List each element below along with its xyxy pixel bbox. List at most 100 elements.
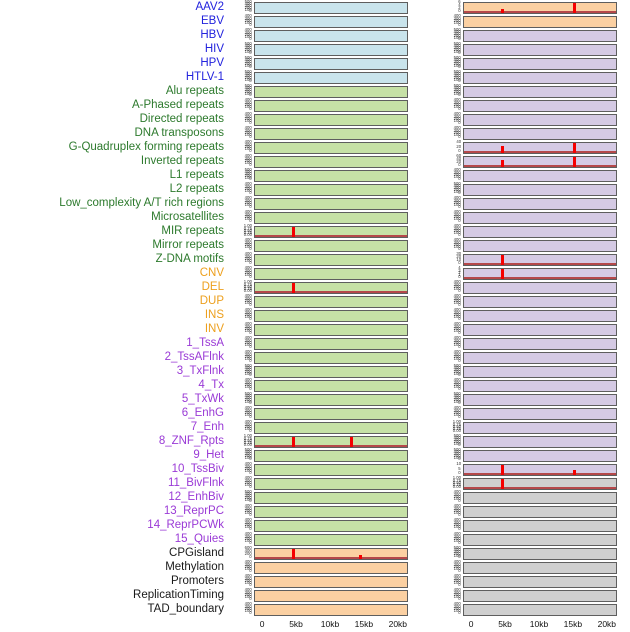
y-tick-label: 200 bbox=[453, 284, 461, 289]
y-tick-label: 0 bbox=[458, 372, 461, 378]
y-tick-label: 0 bbox=[249, 8, 252, 14]
y-tick-label: 0 bbox=[458, 596, 461, 602]
y-tick-label: 200 bbox=[244, 173, 252, 178]
y-tick-label: 100 bbox=[453, 580, 461, 586]
y-tick-label: 100 bbox=[244, 594, 252, 600]
y-tick-label: 0 bbox=[458, 92, 461, 98]
track-plot-right bbox=[463, 240, 617, 252]
y-tick-label: 3 bbox=[458, 267, 461, 273]
y-tick-label: 300 bbox=[244, 141, 252, 147]
y-tick-label: 0 bbox=[249, 582, 252, 588]
y-tick-label: 300 bbox=[453, 395, 461, 400]
y-axis-right-13: 0 100 200 300 400 500 bbox=[437, 182, 462, 196]
y-tick-label: 500 bbox=[244, 363, 252, 369]
track-background bbox=[255, 591, 407, 601]
y-axis-right-41: 0 100 200 300 400 bbox=[437, 574, 462, 588]
y-tick-label: 400 bbox=[244, 365, 252, 371]
y-tick-label: 0 bbox=[249, 106, 252, 112]
track-baseline bbox=[464, 263, 616, 265]
track-plot-right bbox=[463, 212, 617, 224]
y-tick-label: 200 bbox=[244, 186, 252, 191]
y-axis-left-9: 0 100 200 300 400 bbox=[228, 126, 253, 140]
data-bar bbox=[501, 159, 505, 167]
left-panel: 0 100 200 300 400 500 0 100 200 300 400 0 100 200 300 4… bbox=[228, 0, 418, 618]
y-axis-right-5: 0 100 200 300 400 500 bbox=[437, 70, 462, 84]
y-tick-label: 20 bbox=[456, 159, 461, 165]
y-tick-label: 500 bbox=[244, 41, 252, 47]
y-tick-label: 400 bbox=[244, 111, 252, 117]
track-background bbox=[255, 17, 407, 27]
track-plot-left bbox=[254, 492, 408, 504]
track-background bbox=[464, 101, 616, 111]
y-tick-label: 400 bbox=[244, 57, 252, 63]
y-tick-label: 400 bbox=[453, 183, 461, 189]
y-tick-label: 400 bbox=[453, 13, 461, 19]
y-tick-label: 300 bbox=[244, 533, 252, 539]
y-tick-label: 100 bbox=[453, 34, 461, 40]
track-plot-left bbox=[254, 520, 408, 532]
y-axis-right-16: 0 100 200 300 400 bbox=[437, 224, 462, 238]
track-label-mir-repeats: MIR repeats bbox=[161, 225, 224, 237]
y-axis-left-2: 0 100 200 300 400 bbox=[228, 28, 253, 42]
y-tick-label: 100 bbox=[244, 608, 252, 614]
y-tick-label: 400 bbox=[244, 43, 252, 49]
track-background bbox=[255, 577, 407, 587]
y-tick-label: 1.00 bbox=[452, 419, 461, 425]
track-plot-right bbox=[463, 16, 617, 28]
y-tick-label: 0 bbox=[249, 36, 252, 42]
y-axis-left-43: 0 100 200 300 400 bbox=[228, 602, 253, 616]
y-tick-label: 200 bbox=[244, 200, 252, 205]
y-tick-label: 0 bbox=[458, 162, 461, 168]
track-plot-right bbox=[463, 58, 617, 70]
track-plot-left bbox=[254, 58, 408, 70]
y-tick-label: 100 bbox=[244, 146, 252, 152]
y-tick-label: 100 bbox=[453, 440, 461, 446]
x-tick-label: 0 bbox=[259, 619, 265, 629]
y-tick-label: 300 bbox=[453, 169, 461, 175]
x-tick-label: 5kb bbox=[289, 619, 303, 629]
y-tick-label: 300 bbox=[453, 281, 461, 287]
y-tick-label: 200 bbox=[244, 5, 252, 10]
y-tick-label: 100 bbox=[244, 398, 252, 404]
y-tick-label: 100 bbox=[453, 412, 461, 418]
y-tick-label: 100 bbox=[453, 314, 461, 320]
y-tick-label: 200 bbox=[244, 424, 252, 429]
y-tick-label: 400 bbox=[453, 29, 461, 35]
y-tick-label: 100 bbox=[453, 384, 461, 390]
y-tick-label: 100 bbox=[244, 566, 252, 572]
y-tick-label: 200 bbox=[244, 298, 252, 303]
track-label-10-tssbiv: 10_TssBiv bbox=[171, 463, 224, 475]
y-tick-label: 300 bbox=[244, 575, 252, 581]
y-tick-label: 200 bbox=[453, 214, 461, 219]
y-tick-label: 100 bbox=[453, 286, 461, 292]
y-tick-label: 300 bbox=[244, 493, 252, 498]
track-plot-right bbox=[463, 86, 617, 98]
y-tick-label: 200 bbox=[453, 228, 461, 233]
y-tick-label: 500 bbox=[244, 0, 252, 5]
y-tick-label: 400 bbox=[453, 393, 461, 399]
y-tick-label: 300 bbox=[244, 113, 252, 119]
track-plot-right bbox=[463, 338, 617, 350]
y-tick-label: 400 bbox=[453, 85, 461, 91]
track-plot-left bbox=[254, 296, 408, 308]
track-background bbox=[464, 45, 616, 55]
y-tick-label: 500 bbox=[453, 363, 461, 369]
track-plot-right bbox=[463, 30, 617, 42]
y-tick-label: 0 bbox=[458, 260, 461, 266]
y-tick-label: 200 bbox=[244, 382, 252, 387]
y-tick-label: 0 bbox=[458, 190, 461, 196]
y-tick-label: 300 bbox=[244, 505, 252, 511]
y-axis-left-30: 0 100 200 300 400 bbox=[228, 420, 253, 434]
y-tick-label: 400 bbox=[244, 139, 252, 145]
y-tick-label: 400 bbox=[244, 449, 252, 455]
y-axis-right-33: 0 5 10 bbox=[437, 462, 462, 476]
y-axis-left-17: 0 100 200 300 400 bbox=[228, 238, 253, 252]
y-tick-label: 0 bbox=[249, 554, 252, 560]
track-baseline bbox=[255, 445, 407, 447]
y-tick-label: 0 bbox=[249, 568, 252, 574]
track-background bbox=[464, 409, 616, 419]
track-label-htlv-1: HTLV-1 bbox=[185, 71, 224, 83]
y-tick-label: 200 bbox=[244, 326, 252, 331]
y-tick-label: 200 bbox=[244, 397, 252, 402]
